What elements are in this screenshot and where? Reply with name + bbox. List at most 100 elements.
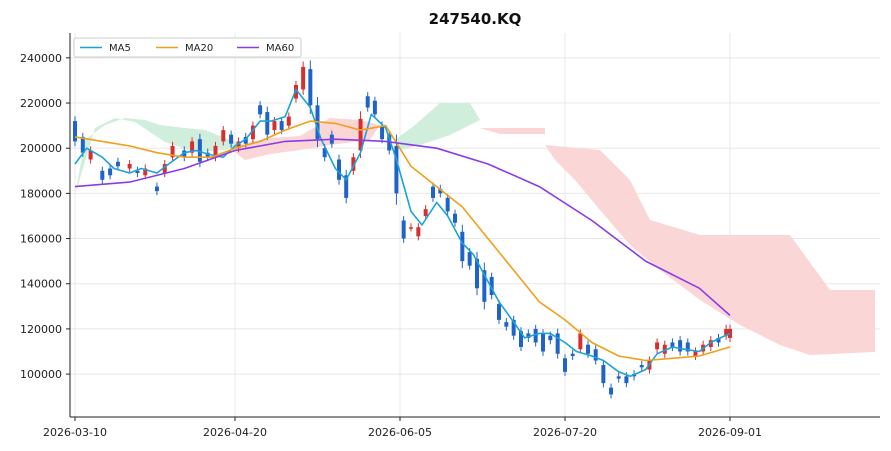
legend-label-ma60: MA60 — [266, 43, 294, 54]
candle-body-78 — [670, 342, 675, 347]
ichimoku-cloud — [75, 103, 875, 355]
candle-body-17 — [221, 130, 226, 142]
candle-body-38 — [372, 100, 377, 115]
x-tick-label-1: 2026-04-20 — [203, 426, 267, 439]
candle-body-29 — [308, 69, 313, 106]
candle-body-16 — [213, 145, 218, 158]
candle-body-51 — [467, 252, 472, 266]
series-line-ma60 — [74, 138, 731, 316]
candle-body-56 — [504, 322, 509, 327]
candle-body-71 — [616, 376, 621, 379]
legend-label-ma20: MA20 — [185, 43, 213, 54]
candle-body-67 — [586, 344, 591, 354]
legend-box — [73, 37, 302, 58]
candle-body-58 — [519, 331, 523, 347]
candle-body-65 — [570, 353, 575, 357]
x-tick-label-2: 2026-06-05 — [368, 426, 432, 439]
candle-body-84 — [716, 337, 721, 343]
candle-body-60 — [533, 328, 538, 343]
cloud-bull-band-2 — [395, 103, 480, 150]
candle-body-21 — [250, 125, 255, 140]
series-line-ma20 — [74, 120, 731, 362]
candle-body-34 — [344, 175, 349, 198]
axes: 100000 120000 140000 160000 180000 200000 2200… — [20, 33, 880, 439]
candle-body-19 — [236, 141, 241, 149]
candle-body-37 — [365, 96, 370, 108]
candle-body-61 — [541, 333, 545, 352]
candle-body-64 — [563, 358, 567, 372]
candle-body-28 — [301, 66, 306, 90]
candle-body-23 — [265, 112, 270, 135]
candle-body-49 — [453, 213, 457, 223]
candle-body-39 — [380, 125, 385, 140]
y-tick-label-3: 160000 — [20, 233, 62, 246]
candle-body-43 — [409, 227, 413, 229]
candle-body-47 — [438, 188, 443, 194]
candle-body-4 — [108, 168, 113, 176]
candle-body-42 — [401, 220, 406, 239]
candle-body-27 — [293, 84, 298, 99]
moving-averages — [74, 88, 731, 378]
candle-body-74 — [639, 365, 644, 368]
candle-body-31 — [322, 148, 327, 158]
candle-body-83 — [708, 340, 713, 347]
y-tick-label-2: 140000 — [20, 278, 62, 291]
candle-body-3 — [100, 170, 105, 180]
candle-body-77 — [662, 344, 667, 354]
candle-body-13 — [190, 141, 195, 153]
candle-body-52 — [475, 258, 479, 289]
chart-title: 247540.KQ — [429, 10, 522, 28]
legend-label-ma5: MA5 — [109, 43, 131, 54]
candle-body-79 — [678, 340, 683, 352]
series-line-ma5 — [74, 88, 731, 378]
legend: MA5 MA20 MA60 — [73, 37, 302, 58]
candle-body-22 — [258, 105, 263, 115]
y-tick-label-7: 240000 — [20, 52, 62, 65]
x-tick-label-0: 2026-03-10 — [43, 426, 107, 439]
candle-body-85 — [724, 328, 729, 336]
candle-body-59 — [526, 333, 531, 338]
grid-lines — [70, 33, 880, 417]
cloud-bull-band-1 — [75, 118, 245, 195]
candle-body-55 — [497, 304, 501, 320]
candle-body-15 — [205, 152, 210, 158]
candle-body-53 — [482, 270, 487, 302]
candle-body-33 — [337, 159, 342, 180]
candle-body-48 — [445, 197, 450, 212]
candle-body-8 — [143, 168, 148, 176]
candle-body-12 — [182, 150, 187, 158]
candle-body-36 — [358, 118, 363, 151]
candle-body-76 — [655, 342, 660, 350]
candle-body-44 — [416, 227, 421, 237]
candle-body-7 — [135, 170, 140, 174]
candle-body-0 — [73, 121, 77, 142]
candle-body-68 — [593, 349, 598, 361]
candle-body-14 — [197, 139, 202, 162]
candle-body-5 — [115, 161, 120, 167]
candle-body-69 — [601, 365, 606, 384]
candle-body-1 — [80, 136, 85, 153]
x-tick-label-3: 2026-07-20 — [533, 426, 597, 439]
candle-body-11 — [170, 145, 175, 158]
candle-body-41 — [394, 145, 399, 194]
candle-body-70 — [609, 387, 614, 395]
cloud-bear-band-2 — [480, 128, 545, 134]
candlesticks — [73, 60, 732, 399]
candle-body-54 — [489, 276, 494, 296]
candle-body-80 — [685, 342, 690, 352]
candle-body-72 — [624, 376, 629, 384]
candle-body-81 — [693, 351, 698, 357]
candle-body-10 — [162, 164, 167, 174]
y-tick-label-4: 180000 — [20, 187, 62, 200]
candle-body-63 — [555, 333, 560, 354]
candle-body-18 — [229, 134, 234, 144]
candle-body-45 — [423, 209, 428, 216]
y-tick-label-0: 100000 — [20, 368, 62, 381]
candle-body-62 — [548, 335, 553, 341]
y-tick-label-1: 120000 — [20, 323, 62, 336]
cloud-bear-band-3 — [545, 145, 875, 355]
cloud-bear-band-1 — [232, 118, 380, 160]
candle-body-24 — [272, 121, 277, 131]
